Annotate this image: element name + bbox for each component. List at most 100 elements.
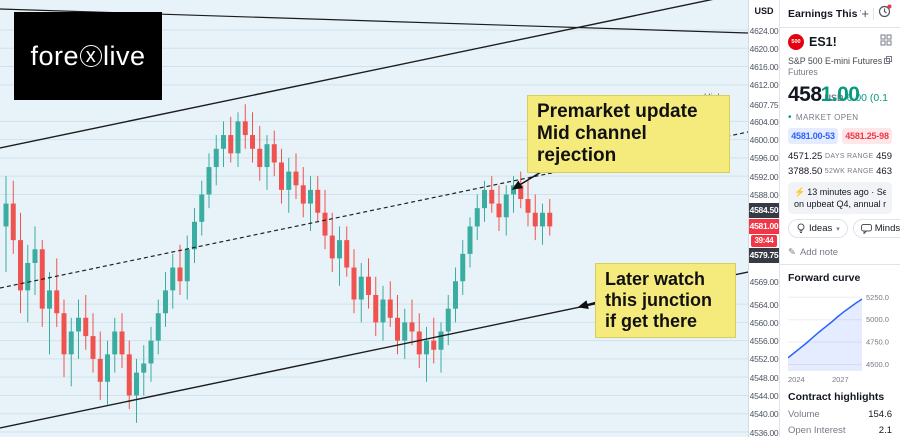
minds-label: Minds — [874, 223, 900, 235]
price-axis[interactable]: USD 4624.00 4620.00 4616.00 4612.00 4607.75 4… — [748, 0, 779, 437]
add-note-button[interactable]: ✎ Add note — [788, 243, 892, 261]
days-range-high: 459 — [876, 151, 892, 162]
logo-x-ring: x — [80, 45, 102, 67]
axis-tick: 4592.00 — [749, 171, 779, 182]
axis-tick: 4540.00 — [749, 409, 779, 420]
price-badge: 4581.00 — [749, 218, 779, 234]
lightbulb-icon — [797, 223, 805, 234]
axis-tick: 4556.00 — [749, 336, 779, 347]
header-divider — [873, 7, 874, 20]
axis-tick: 4616.00 — [749, 62, 779, 73]
add-note-label: Add note — [799, 246, 839, 258]
candlesticks — [3, 104, 553, 423]
axis-tick: 4612.00 — [749, 80, 779, 91]
annotation-junction[interactable]: Later watch this junction if get there — [595, 263, 736, 338]
social-buttons: Ideas ▾ Minds — [788, 219, 900, 239]
apps-grid-icon[interactable] — [880, 33, 892, 51]
news-item[interactable]: ⚡13 minutes ago · SentinelOne surg on up… — [788, 182, 892, 215]
axis-tick: 4600.00 — [749, 135, 779, 146]
channel-median-line[interactable] — [0, 131, 748, 289]
instrument-type: Futures — [788, 67, 818, 77]
panel-header: Earnings This We ▾ + — [788, 0, 892, 27]
price-badge: 39:44 — [751, 234, 777, 247]
add-symbol-button[interactable]: + — [861, 6, 869, 21]
minds-icon — [860, 223, 872, 234]
chevron-down-icon: ▾ — [836, 225, 840, 233]
price-chart[interactable]: fore x live Premarket update Mid channel r… — [0, 0, 748, 437]
svg-text:4750.0: 4750.0 — [866, 338, 889, 347]
svg-text:4500.0: 4500.0 — [866, 360, 889, 369]
volume-row: Volume 154.6 — [788, 406, 892, 422]
axis-tick: 4607.75 — [749, 99, 779, 110]
axis-tick: 4588.00 — [749, 189, 779, 200]
channel-upper-line[interactable] — [0, 0, 748, 149]
bid-ask-row: 4581.00-53 4581.25-98 — [788, 128, 892, 144]
news-line2: on upbeat Q4, annual revenue fore — [794, 199, 886, 210]
open-interest-label: Open Interest — [788, 424, 846, 436]
svg-text:2027: 2027 — [832, 375, 849, 384]
52wk-range-label: 52WK RANGE — [824, 168, 874, 175]
52wk-range-high: 463 — [876, 166, 892, 177]
svg-text:5000.0: 5000.0 — [866, 315, 889, 324]
axis-tick: 4596.00 — [749, 153, 779, 164]
copy-icon[interactable] — [884, 55, 892, 66]
gridlines — [0, 29, 748, 433]
open-interest-row: Open Interest 2.1 — [788, 422, 892, 437]
forexlive-logo: fore x live — [14, 12, 162, 100]
svg-text:2024: 2024 — [788, 375, 805, 384]
clock-icon[interactable] — [878, 4, 892, 23]
open-interest-value: 2.1 — [878, 424, 892, 436]
divider — [780, 27, 900, 28]
axis-tick: 4624.00 — [749, 25, 779, 36]
chart-canvas — [0, 0, 748, 433]
annotation-premarket[interactable]: Premarket update Mid channel rejection — [527, 95, 730, 174]
last-price-tick: 1.00 — [820, 83, 860, 106]
symbol-name[interactable]: ES1! — [809, 35, 837, 49]
volume-value: 154.6 — [868, 408, 892, 420]
description-text: S&P 500 E-mini Futures — [788, 55, 883, 66]
axis-tick: 4569.00 — [749, 276, 779, 287]
price-badge: 4579.75 — [749, 247, 779, 263]
days-range-low: 4571.25 — [788, 151, 823, 162]
svg-text:5250.0: 5250.0 — [866, 293, 889, 302]
logo-text-live: live — [103, 40, 146, 71]
axis-currency[interactable]: USD — [754, 6, 774, 16]
divider — [780, 264, 900, 266]
ask-button[interactable]: 4581.25-98 — [842, 128, 892, 144]
axis-tick: 4552.00 — [749, 354, 779, 365]
axis-tick: 4560.00 — [749, 317, 779, 328]
bid-button[interactable]: 4581.00-53 — [788, 128, 838, 144]
axis-tick: 4604.00 — [749, 116, 779, 127]
ideas-label: Ideas — [809, 223, 833, 235]
axis-tick: 4620.00 — [749, 43, 779, 54]
minds-button[interactable]: Minds — [852, 219, 900, 239]
ideas-button[interactable]: Ideas ▾ — [788, 219, 848, 239]
axis-tick: 4548.00 — [749, 372, 779, 383]
price-currency: USD — [824, 93, 844, 103]
status-text: MARKET OPEN — [795, 113, 859, 122]
price-badge: 4584.50 — [749, 202, 779, 218]
annotation-arrow-rejection — [511, 171, 542, 190]
news-flash-icon: ⚡ — [794, 187, 806, 197]
last-price: 458 — [788, 83, 822, 106]
52wk-range-low: 3788.50 — [788, 166, 823, 177]
days-range-row: 4571.25 DAYS RANGE 459 — [788, 149, 892, 164]
market-status: • MARKET OPEN — [788, 111, 892, 124]
watchlist-title: Earnings This We — [788, 7, 861, 20]
contract-highlights-title: Contract highlights — [788, 391, 885, 404]
price-change: 6.00 (0.1 — [846, 92, 889, 104]
sp500-logo: 500 — [788, 34, 804, 50]
watchlist-panel: Earnings This We ▾ + 500 ES1! — [779, 0, 900, 437]
axis-tick: 4544.00 — [749, 390, 779, 401]
forward-curve-chart: 5250.0 5000.0 4750.0 4500.0 2024 2027 — [787, 287, 892, 384]
news-line1: 13 minutes ago · SentinelOne surg — [807, 187, 886, 197]
symbol-row[interactable]: 500 ES1! — [788, 30, 892, 54]
watchlist-selector[interactable]: Earnings This We ▾ — [788, 8, 861, 20]
52wk-range-row: 3788.50 52WK RANGE 463 — [788, 164, 892, 179]
pencil-icon: ✎ — [788, 246, 796, 258]
status-dot-icon: • — [788, 112, 792, 123]
days-range-label: DAYS RANGE — [825, 153, 874, 160]
symbol-description: S&P 500 E-mini Futures · CME — [788, 54, 892, 67]
volume-label: Volume — [788, 408, 820, 420]
